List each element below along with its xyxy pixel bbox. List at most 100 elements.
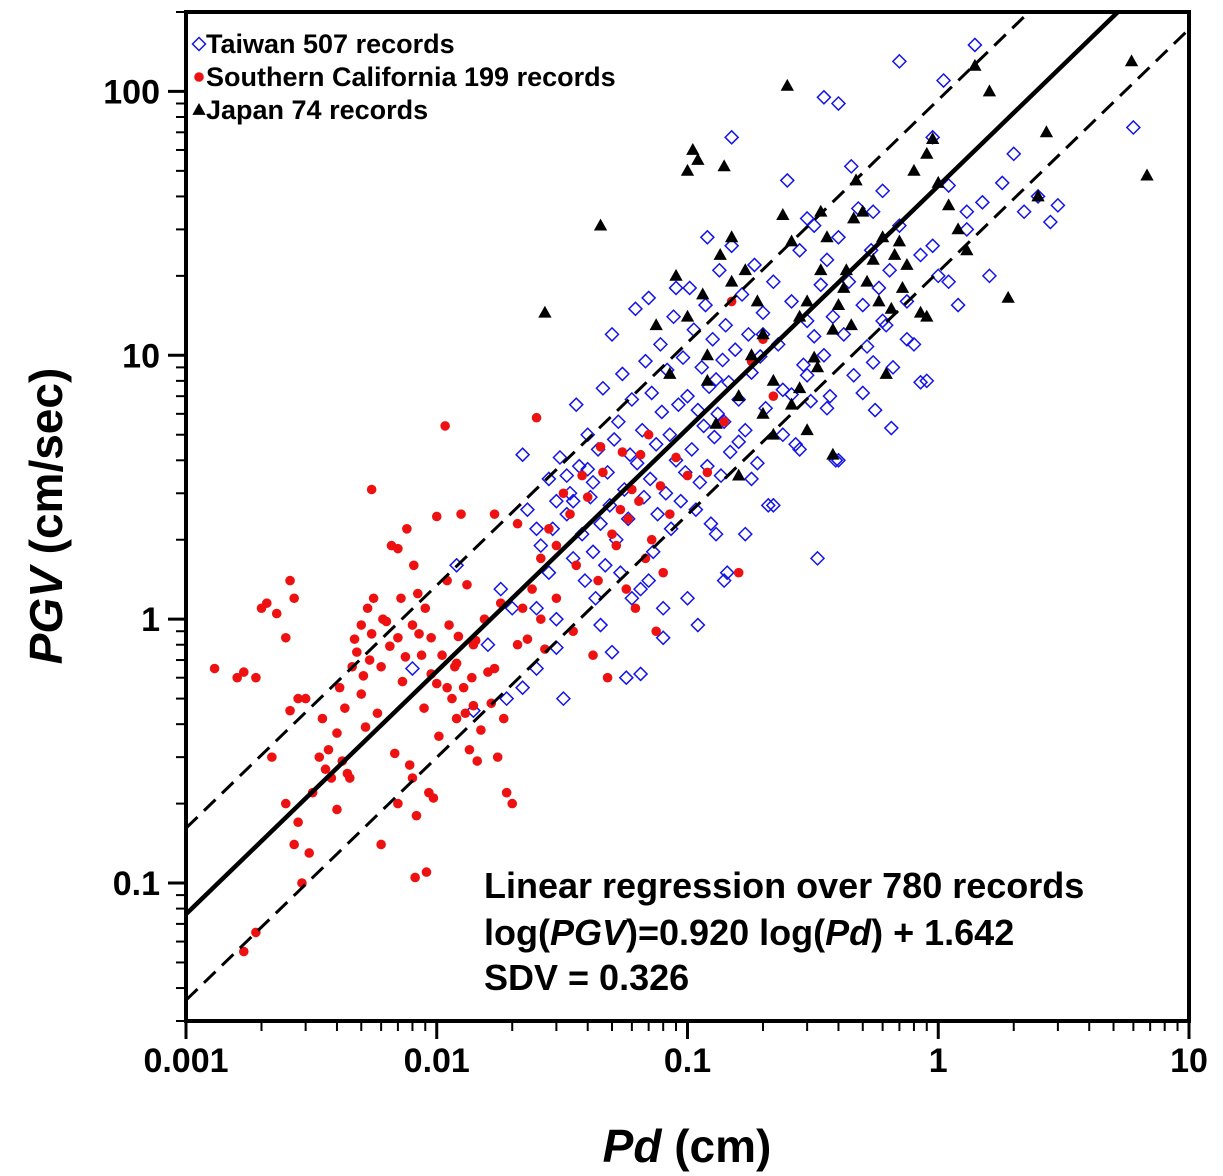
taiwan-point [846,367,862,383]
california-point [492,752,503,762]
x-tick-label: 0.001 [143,1042,228,1080]
california-point [643,429,654,440]
california-point [630,603,641,614]
taiwan-point [799,210,815,227]
california-point [607,529,617,539]
taiwan-point [684,441,700,457]
japan-point [800,294,814,307]
california-point [238,667,249,677]
y-axis-title: PGV (cm/sec) [20,368,72,665]
taiwan-point [541,565,557,581]
taiwan-point [548,611,564,627]
california-point [588,650,598,661]
california-point [655,481,666,491]
california-point [416,650,427,661]
taiwan-point [830,229,847,245]
taiwan-point [930,268,946,284]
california-point [404,760,415,770]
japan-point [900,257,914,270]
california-point [476,725,486,735]
taiwan-point [719,565,735,581]
taiwan-point [727,342,743,358]
taiwan-point [799,367,815,383]
taiwan-point [746,257,763,273]
taiwan-point [816,347,832,363]
japan-point [960,243,974,256]
japan-point [892,234,907,247]
legend-label-japan: Japan 74 records [206,95,428,125]
legend-marker-japan [192,103,206,115]
taiwan-point [912,247,929,263]
california-point [598,467,608,478]
california-point [407,620,418,630]
taiwan-point [994,175,1010,191]
taiwan-point [830,95,847,112]
taiwan-point [867,402,883,418]
california-point [531,412,542,423]
taiwan-point [610,414,626,430]
japan-point [680,309,695,322]
taiwan-point [779,172,795,188]
japan-point [887,247,902,260]
japan-point [826,322,840,335]
japan-point [879,366,893,379]
california-point [458,682,469,693]
x-axis-title: Pd (cm) [603,1120,772,1172]
japan-point [982,84,997,97]
taiwan-point [565,493,581,509]
y-tick-label: 0.1 [113,865,160,903]
taiwan-point [792,441,808,457]
japan-point [814,204,828,217]
taiwan-point [865,354,881,370]
taiwan-point [682,280,698,296]
taiwan-point [716,414,732,430]
california-point [349,634,360,644]
taiwan-point [885,359,901,375]
legend-label-southern-california: Southern California 199 records [206,62,616,92]
california-point [300,693,311,704]
japan-point [968,58,982,71]
taiwan-point [941,274,957,290]
taiwan-point [652,336,669,352]
taiwan-point [936,72,952,89]
taiwan-point [666,309,682,325]
taiwan-point [760,497,776,513]
california-point [682,470,693,481]
taiwan-point [636,489,652,505]
legend-marker-taiwan [191,36,207,52]
japan-point [776,208,790,220]
taiwan-point [775,382,791,398]
japan-point [756,327,770,340]
taiwan-point [822,388,838,404]
taiwan-point [504,600,520,616]
california-point [285,575,295,586]
california-point [617,447,628,457]
taiwan-point [775,427,791,443]
taiwan-point [588,590,604,606]
california-point [420,603,431,614]
california-point [428,793,439,803]
japan-point [907,163,921,176]
japan-point [826,447,840,460]
taiwan-point [597,557,613,573]
california-point [412,588,423,599]
japan-point [831,298,846,310]
japan-point [669,268,683,281]
taiwan-point [645,544,661,560]
california-point [397,676,408,687]
california-point [768,391,779,401]
data-points [209,37,1154,957]
california-point [251,672,261,683]
taiwan-point [743,471,760,487]
california-point [733,567,744,578]
taiwan-point [555,691,571,707]
taiwan-point [629,455,645,471]
regression-line [186,12,1122,916]
california-point [317,713,328,724]
taiwan-point [559,468,575,484]
california-point [512,639,523,650]
y-tick-label: 10 [122,337,160,375]
axis-ticks [168,11,1191,1039]
california-point [536,614,546,624]
